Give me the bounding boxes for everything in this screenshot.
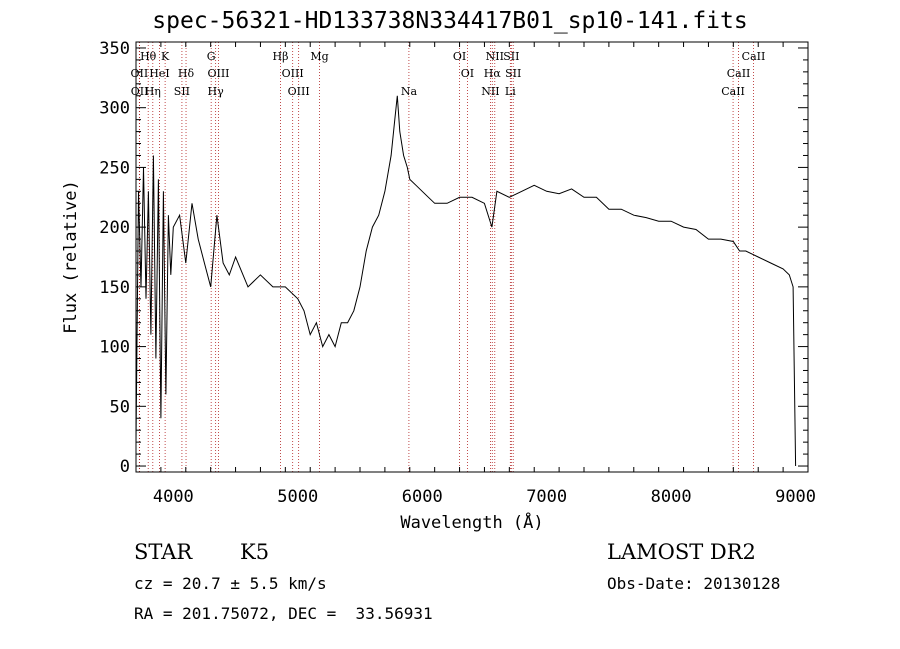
x-tick-label: 6000 [402, 487, 443, 507]
line-label: G [207, 50, 216, 63]
line-label: Hθ [140, 50, 157, 63]
y-tick-label: 300 [99, 99, 130, 119]
line-label: HeI [149, 67, 169, 80]
coordinates: RA = 201.75072, DEC = 33.56931 [134, 604, 433, 623]
emission-line-markers [138, 42, 754, 472]
line-label: Li [505, 85, 516, 98]
chart-title: spec-56321-HD133738N334417B01_sp10-141.f… [152, 8, 748, 34]
line-label: CaII [721, 85, 745, 98]
survey-name: LAMOST DR2 [607, 540, 756, 564]
line-label: OIII [207, 67, 229, 80]
x-tick-label: 7000 [526, 487, 567, 507]
line-label: Mg [310, 50, 328, 63]
object-class: STAR [134, 540, 193, 564]
obs-date: Obs-Date: 20130128 [607, 574, 781, 593]
y-tick-label: 100 [99, 338, 130, 358]
redshift-cz: cz = 20.7 ± 5.5 km/s [134, 574, 327, 593]
x-tick-label: 4000 [153, 487, 194, 507]
line-label: NII [486, 50, 504, 63]
line-label: OII [131, 67, 149, 80]
line-label: Na [401, 85, 418, 98]
line-label: Hγ [208, 85, 225, 98]
line-label: SII [505, 67, 521, 80]
y-axis-label: Flux (relative) [61, 180, 81, 334]
line-label: SII [174, 85, 190, 98]
line-label: NII [481, 85, 499, 98]
x-axis-label: Wavelength (Å) [400, 511, 543, 533]
y-tick-label: 200 [99, 218, 130, 238]
line-label: Hη [145, 85, 161, 98]
y-tick-label: 350 [99, 39, 130, 59]
y-tick-label: 150 [99, 278, 130, 298]
spectrum-line [135, 95, 797, 467]
y-tick-label: 50 [110, 397, 130, 417]
x-tick-label: 8000 [651, 487, 692, 507]
line-label: OIII [288, 85, 310, 98]
line-label: OII [131, 85, 149, 98]
line-label: CaII [742, 50, 766, 63]
x-tick-label: 5000 [277, 487, 318, 507]
line-label: OI [461, 67, 474, 80]
object-subclass: K5 [240, 540, 270, 564]
line-label: SII [503, 50, 519, 63]
x-axis-ticks: 4000 5000 6000 7000 8000 9000 [135, 42, 816, 507]
line-label: Hδ [178, 67, 195, 80]
y-axis-ticks: 0 50 100 150 200 250 300 350 [99, 39, 808, 477]
line-label: K [161, 50, 170, 63]
line-label: CaII [727, 67, 751, 80]
line-label: Hα [484, 67, 502, 80]
line-label: OI [453, 50, 466, 63]
line-label: OIII [282, 67, 304, 80]
x-tick-label: 9000 [775, 487, 816, 507]
line-label: Hβ [273, 50, 289, 63]
y-tick-label: 250 [99, 158, 130, 178]
plot-frame [135, 41, 809, 473]
y-tick-label: 0 [120, 457, 130, 477]
